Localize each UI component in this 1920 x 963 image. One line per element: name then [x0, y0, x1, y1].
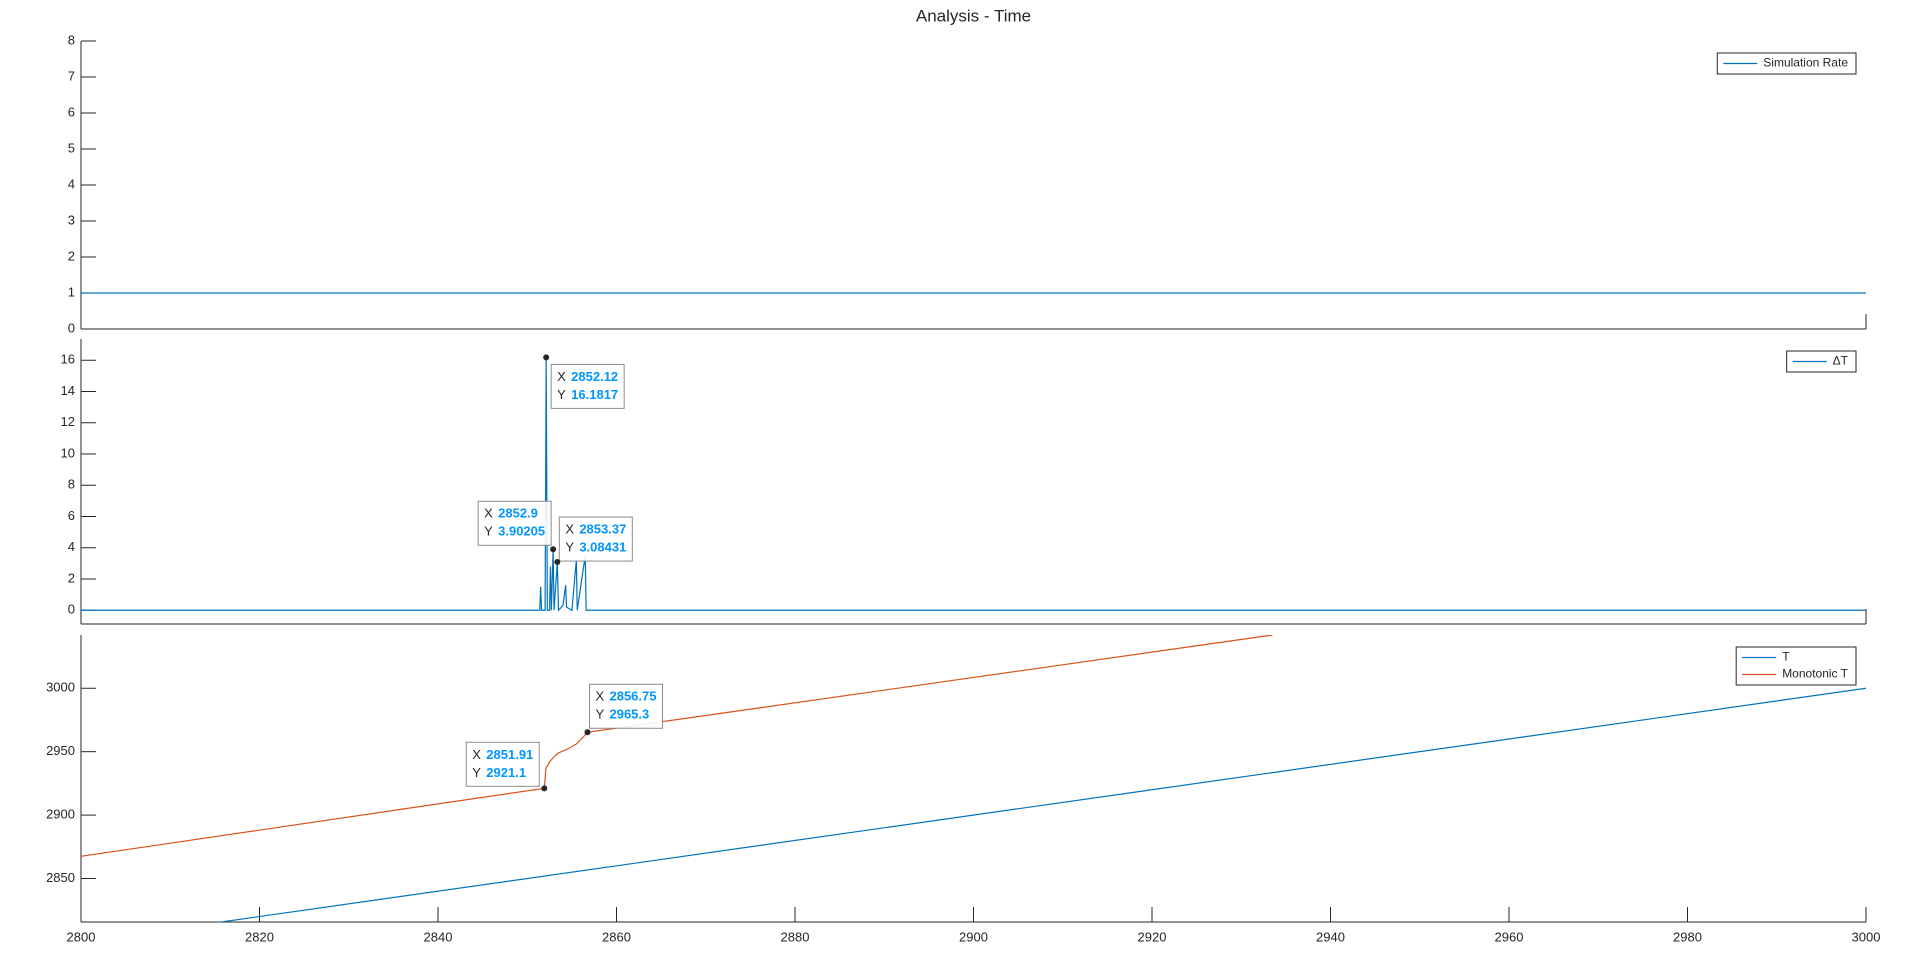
- datatip-box: [558, 516, 633, 562]
- datatip: X 2852.12 Y 16.1817: [550, 363, 625, 409]
- y-tick-label: 16: [61, 352, 75, 367]
- datatip-key: Y: [565, 539, 574, 554]
- y-tick-label: 4: [68, 176, 75, 191]
- datatip-box: [588, 683, 663, 729]
- datatip: X 2852.9 Y 3.90205: [477, 500, 552, 546]
- datatip-key: Y: [595, 707, 604, 722]
- x-tick-label: 2860: [602, 929, 631, 944]
- datatip-box: [465, 741, 540, 787]
- datatip: X 2851.91 Y 2921.1: [465, 741, 540, 787]
- datatip-value: 2965.3: [609, 707, 649, 722]
- y-tick-label: 0: [68, 320, 75, 335]
- legend-label: ΔT: [1833, 354, 1849, 368]
- datatip-key: X: [484, 506, 493, 521]
- datatip-value: 2852.12: [571, 369, 618, 384]
- y-tick-label: 6: [68, 508, 75, 523]
- datatip-value: 2853.37: [579, 521, 626, 536]
- y-tick-label: 2950: [46, 743, 75, 758]
- datatip-value: 2851.91: [486, 747, 533, 762]
- datatip-point: [554, 559, 561, 566]
- datatip-point: [584, 729, 591, 736]
- data-line: [81, 635, 1273, 857]
- x-tick-label: 3000: [1852, 929, 1881, 944]
- y-tick-label: 3000: [46, 680, 75, 695]
- datatip-value: 3.90205: [498, 524, 545, 539]
- y-tick-label: 8: [68, 32, 75, 47]
- y-tick-label: 10: [61, 445, 75, 460]
- datatip-box: [477, 500, 552, 546]
- legend-label: Simulation Rate: [1763, 56, 1848, 70]
- x-tick-label: 2960: [1495, 929, 1524, 944]
- y-tick-label: 6: [68, 104, 75, 119]
- datatip-key: X: [472, 747, 481, 762]
- y-tick-label: 2: [68, 570, 75, 585]
- x-tick-label: 2920: [1138, 929, 1167, 944]
- y-tick-label: 0: [68, 602, 75, 617]
- x-tick-label: 2980: [1673, 929, 1702, 944]
- legend: T Monotonic T: [1735, 646, 1857, 686]
- legend-box: [1735, 646, 1857, 686]
- y-tick-label: 12: [61, 414, 75, 429]
- y-tick-label: 2: [68, 248, 75, 263]
- datatip-point: [541, 785, 548, 792]
- datatip-value: 16.1817: [571, 387, 618, 402]
- legend: ΔT: [1786, 350, 1857, 373]
- chart-title: Analysis - Time: [916, 6, 1031, 25]
- data-line: [216, 687, 1866, 922]
- x-tick-label: 2880: [781, 929, 810, 944]
- y-tick-label: 8: [68, 477, 75, 492]
- datatip-point: [550, 546, 557, 553]
- datatip-box: [550, 363, 625, 409]
- datatip-value: 3.08431: [579, 539, 626, 554]
- y-tick-label: 2900: [46, 807, 75, 822]
- datatip-key: X: [557, 369, 566, 384]
- y-tick-label: 5: [68, 140, 75, 155]
- datatip-value: 2856.75: [609, 689, 656, 704]
- datatip-key: Y: [484, 524, 493, 539]
- datatip-key: Y: [472, 765, 481, 780]
- legend-label: T: [1782, 650, 1790, 664]
- datatip: X 2856.75 Y 2965.3: [588, 683, 663, 729]
- y-tick-label: 4: [68, 539, 75, 554]
- x-tick-label: 2940: [1316, 929, 1345, 944]
- datatip: X 2853.37 Y 3.08431: [558, 516, 633, 562]
- legend-label: Monotonic T: [1782, 667, 1848, 681]
- legend-box: [1716, 52, 1857, 75]
- datatip-key: X: [595, 689, 604, 704]
- y-tick-label: 14: [61, 383, 75, 398]
- y-tick-label: 7: [68, 68, 75, 83]
- x-tick-label: 2840: [424, 929, 453, 944]
- x-tick-label: 2900: [959, 929, 988, 944]
- x-tick-label: 2820: [245, 929, 274, 944]
- datatip-point: [543, 354, 550, 361]
- data-line: [81, 357, 1866, 612]
- x-tick-label: 2800: [67, 929, 96, 944]
- y-tick-label: 1: [68, 284, 75, 299]
- datatip-value: 2852.9: [498, 506, 538, 521]
- datatip-key: X: [565, 521, 574, 536]
- datatip-key: Y: [557, 387, 566, 402]
- y-tick-label: 3: [68, 212, 75, 227]
- datatip-value: 2921.1: [486, 765, 526, 780]
- y-tick-label: 2850: [46, 870, 75, 885]
- legend: Simulation Rate: [1716, 52, 1857, 75]
